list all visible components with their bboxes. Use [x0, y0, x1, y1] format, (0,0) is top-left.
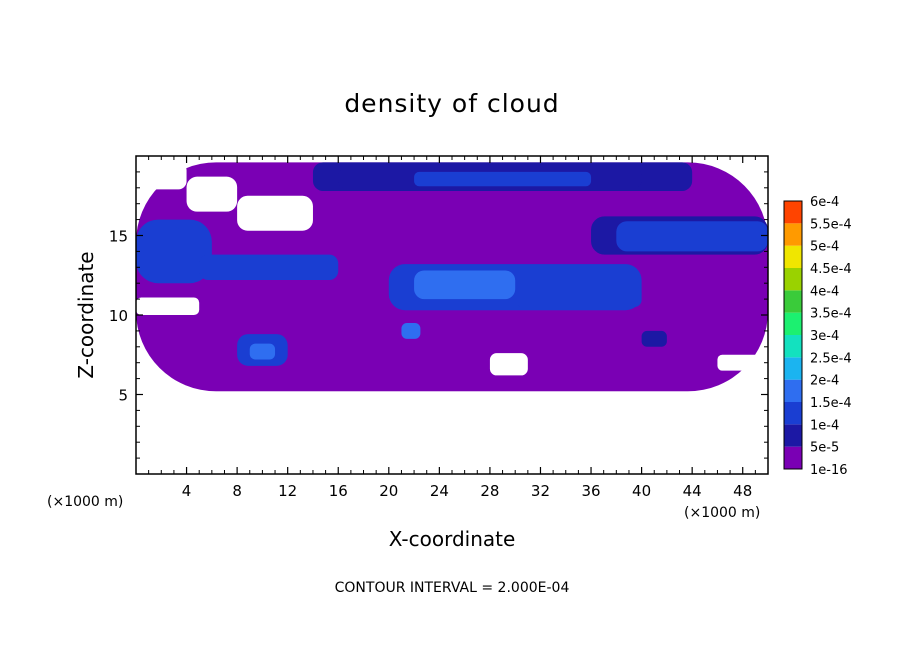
- x-tick-label: 40: [632, 482, 651, 500]
- contour-plot-area: [136, 162, 768, 474]
- colorbar-swatch: [784, 312, 802, 335]
- colorbar-label: 2e-4: [810, 374, 839, 389]
- x-axis-unit-right: (×1000 m): [684, 505, 760, 521]
- y-axis-ticks: 5 10 15: [109, 171, 768, 459]
- colorbar-swatch: [784, 223, 802, 246]
- no-data-region: [237, 195, 313, 231]
- colorbar-swatch: [784, 201, 802, 224]
- x-tick-label: 20: [379, 482, 398, 500]
- colorbar-label: 3.5e-4: [810, 307, 852, 322]
- x-tick-label: 44: [683, 482, 702, 500]
- no-data-region: [136, 162, 187, 190]
- colorbar-swatch: [784, 245, 802, 268]
- colorbar-label: 6e-4: [810, 195, 839, 210]
- colorbar-swatch: [784, 335, 802, 358]
- contour-region-level-2: [414, 171, 592, 187]
- colorbar-label: 3e-4: [810, 329, 839, 344]
- no-data-region: [136, 297, 200, 315]
- contour-interval-note: CONTOUR INTERVAL = 2.000E-04: [335, 580, 570, 596]
- colorbar-label: 1e-16: [810, 463, 848, 478]
- x-axis-ticks: 4 8 12 16 20 24 28 32 36 40 44 48: [148, 156, 756, 500]
- colorbar: 1e-16 5e-5 1e-4 1.5e-4 2e-4 2.5e-4 3e-4 3.5e-4 4…: [783, 195, 852, 478]
- chart-title: density of cloud: [344, 89, 559, 118]
- x-tick-label: 36: [581, 482, 600, 500]
- contour-region-level-3: [401, 322, 421, 339]
- colorbar-swatch: [784, 424, 802, 447]
- x-tick-label: 12: [278, 482, 297, 500]
- colorbar-swatch: [784, 357, 802, 380]
- x-tick-label: 28: [480, 482, 499, 500]
- x-tick-label: 4: [182, 482, 192, 500]
- colorbar-label: 1.5e-4: [810, 396, 852, 411]
- contour-region-level-1: [641, 330, 667, 347]
- y-tick-label: 15: [109, 228, 128, 246]
- colorbar-swatch: [784, 290, 802, 313]
- colorbar-swatch: [784, 446, 802, 469]
- contour-region-level-2: [515, 286, 642, 308]
- colorbar-label: 4e-4: [810, 284, 839, 299]
- x-axis-unit-left: (×1000 m): [47, 494, 123, 510]
- y-tick-label: 10: [109, 307, 128, 325]
- no-data-region: [717, 354, 768, 371]
- contour-region-level-3: [414, 270, 516, 300]
- colorbar-swatch: [784, 268, 802, 291]
- no-data-region: [186, 176, 238, 212]
- contour-region-level-2: [616, 221, 768, 252]
- colorbar-label: 5e-4: [810, 240, 839, 255]
- colorbar-swatch: [784, 379, 802, 402]
- x-tick-label: 48: [733, 482, 752, 500]
- contour-region-level-2: [136, 225, 187, 276]
- colorbar-label: 4.5e-4: [810, 262, 852, 277]
- no-data-region: [136, 391, 768, 474]
- colorbar-label: 1e-4: [810, 418, 839, 433]
- colorbar-swatch: [784, 402, 802, 425]
- contour-region-level-2: [199, 254, 339, 281]
- colorbar-label: 5e-5: [810, 441, 839, 456]
- y-tick-label: 5: [118, 387, 128, 405]
- contour-region-level-3: [249, 343, 276, 360]
- colorbar-label: 2.5e-4: [810, 351, 852, 366]
- x-tick-label: 24: [430, 482, 449, 500]
- x-tick-label: 16: [329, 482, 348, 500]
- colorbar-label: 5.5e-4: [810, 217, 852, 232]
- colorbar-frame: [783, 200, 803, 470]
- x-tick-label: 32: [531, 482, 550, 500]
- no-data-region: [489, 353, 528, 376]
- x-axis-label: X-coordinate: [389, 527, 516, 551]
- x-tick-label: 8: [232, 482, 242, 500]
- y-axis-label: Z-coordinate: [74, 251, 98, 378]
